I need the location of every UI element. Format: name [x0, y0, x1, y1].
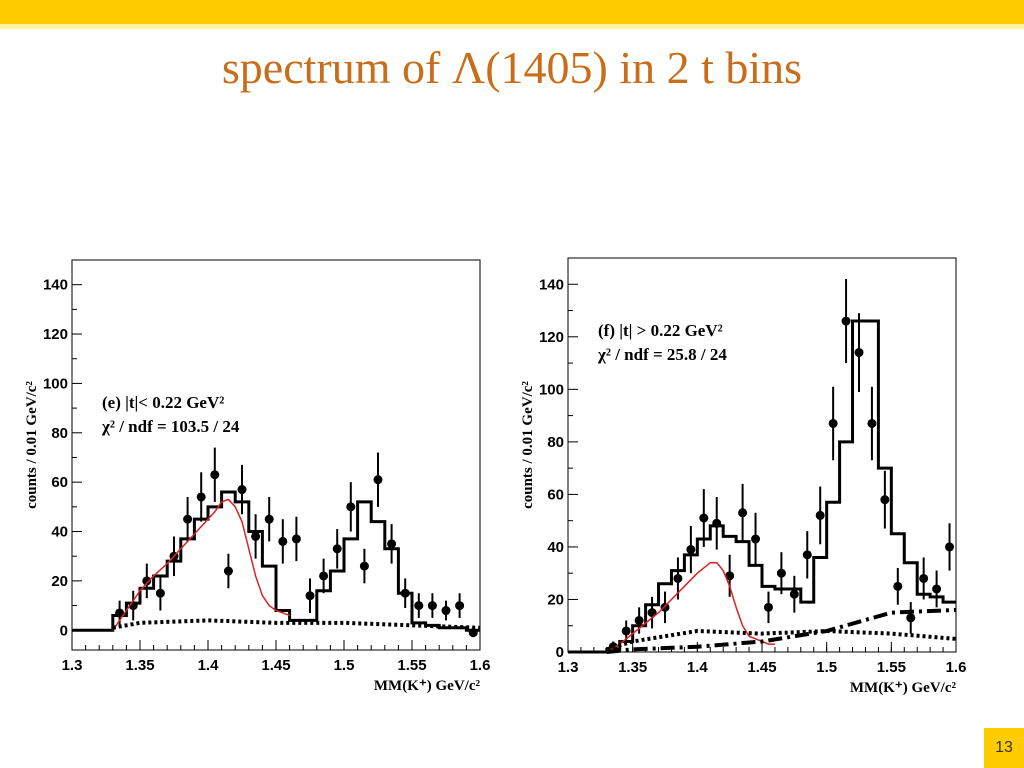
data-point: [906, 613, 916, 623]
data-point: [155, 588, 165, 598]
data-point: [932, 584, 942, 594]
y-tick-label: 140: [539, 276, 564, 293]
data-point: [945, 542, 955, 552]
y-tick-label: 80: [547, 434, 564, 451]
top-accent-bar: [0, 0, 1024, 24]
x-tick-label: 1.45: [261, 657, 290, 674]
y-tick-label: 20: [51, 573, 68, 590]
x-tick-label: 1.35: [125, 657, 154, 674]
y-tick-label: 100: [43, 375, 68, 392]
lambda1405-fit-curve: [606, 561, 775, 653]
y-tick-label: 40: [547, 539, 564, 556]
y-tick-label: 80: [51, 425, 68, 442]
x-tick-label: 1.55: [877, 659, 906, 676]
data-point: [223, 566, 233, 576]
data-point: [291, 534, 301, 544]
data-point: [634, 615, 644, 625]
data-point: [919, 573, 929, 583]
background-dotted-line: [112, 618, 481, 630]
data-point: [893, 581, 903, 591]
x-tick-label: 1.35: [618, 659, 647, 676]
data-point: [183, 514, 193, 524]
y-tick-label: 0: [556, 644, 564, 661]
data-point: [828, 418, 838, 428]
y-tick-label: 120: [43, 326, 68, 343]
y-tick-label: 60: [51, 474, 68, 491]
data-point: [332, 544, 342, 554]
data-point: [751, 534, 761, 544]
data-point: [854, 348, 864, 358]
x-tick-label: 1.4: [687, 659, 709, 676]
data-point: [455, 601, 465, 611]
x-tick-label: 1.5: [816, 659, 837, 676]
data-point: [867, 418, 877, 428]
annotation-line-2: χ² / ndf = 103.5 / 24: [101, 417, 240, 436]
x-tick-label: 1.6: [946, 659, 967, 676]
data-point: [427, 601, 437, 611]
y-tick-label: 20: [547, 591, 564, 608]
background-dotted-line: [606, 628, 957, 652]
y-tick-label: 140: [43, 277, 68, 294]
histogram-fit: [72, 490, 480, 632]
data-point: [264, 514, 274, 524]
data-point: [738, 508, 748, 518]
data-point: [373, 475, 383, 485]
annotation-line-2: χ² / ndf = 25.8 / 24: [597, 345, 727, 364]
x-axis-label: MM(K⁺) GeV/c²: [850, 680, 957, 696]
data-point: [725, 571, 735, 581]
annotation-line-1: (e) |t|< 0.22 GeV²: [102, 393, 224, 412]
y-axis-label: counts / 0.01 GeV/c²: [24, 381, 40, 509]
x-tick-label: 1.45: [747, 659, 776, 676]
lambda1405-fit-curve: [112, 498, 290, 631]
data-point: [387, 539, 397, 549]
y-tick-label: 120: [539, 329, 564, 346]
data-point: [621, 626, 631, 636]
background-dashdot-line: [606, 607, 957, 654]
annotation-line-1: (f) |t| > 0.22 GeV²: [598, 321, 723, 340]
data-point: [699, 513, 709, 523]
data-point: [660, 602, 670, 612]
data-point: [305, 591, 315, 601]
chart-panel-f: 0 20 40 60 80 100 120 140 1.3 1.35 1.4 1.45 1.5 1.55 1…: [520, 257, 967, 696]
y-axis-label: counts / 0.01 GeV/c²: [520, 381, 536, 509]
y-tick-label: 60: [547, 486, 564, 503]
data-point: [251, 531, 261, 541]
x-tick-label: 1.55: [397, 657, 426, 674]
data-point: [789, 589, 799, 599]
data-point: [815, 510, 825, 520]
slide-title: spectrum of Λ(1405) in 2 t bins: [221, 42, 803, 93]
chart-panel-e: 0 20 40 60 80 100 120 140 1.3 1.35 1.4 1.45 1.5 1.55 1…: [24, 259, 491, 694]
x-axis-label: MM(K⁺) GeV/c²: [374, 678, 481, 694]
data-point: [686, 545, 696, 555]
x-tick-label: 1.4: [198, 657, 220, 674]
data-point: [237, 485, 247, 495]
data-point: [802, 550, 812, 560]
data-point: [210, 470, 220, 480]
y-tick-label: 40: [51, 524, 68, 541]
data-point: [880, 495, 890, 505]
data-point: [359, 561, 369, 571]
x-tick-label: 1.3: [62, 657, 83, 674]
data-point: [763, 602, 773, 612]
x-tick-label: 1.6: [470, 657, 491, 674]
y-tick-label: 0: [60, 622, 68, 639]
data-point: [196, 492, 206, 502]
data-point: [142, 576, 152, 586]
data-point: [841, 316, 851, 326]
data-point: [319, 571, 329, 581]
data-point: [441, 606, 451, 616]
page-number: 13: [984, 728, 1024, 768]
data-point: [673, 573, 683, 583]
x-tick-label: 1.3: [558, 659, 579, 676]
y-tick-label: 100: [539, 381, 564, 398]
data-point: [647, 608, 657, 618]
data-point: [776, 568, 786, 578]
data-point: [346, 502, 356, 512]
data-point: [278, 536, 288, 546]
top-accent-stripe: [0, 24, 1024, 29]
data-point: [414, 601, 424, 611]
x-tick-label: 1.5: [334, 657, 355, 674]
